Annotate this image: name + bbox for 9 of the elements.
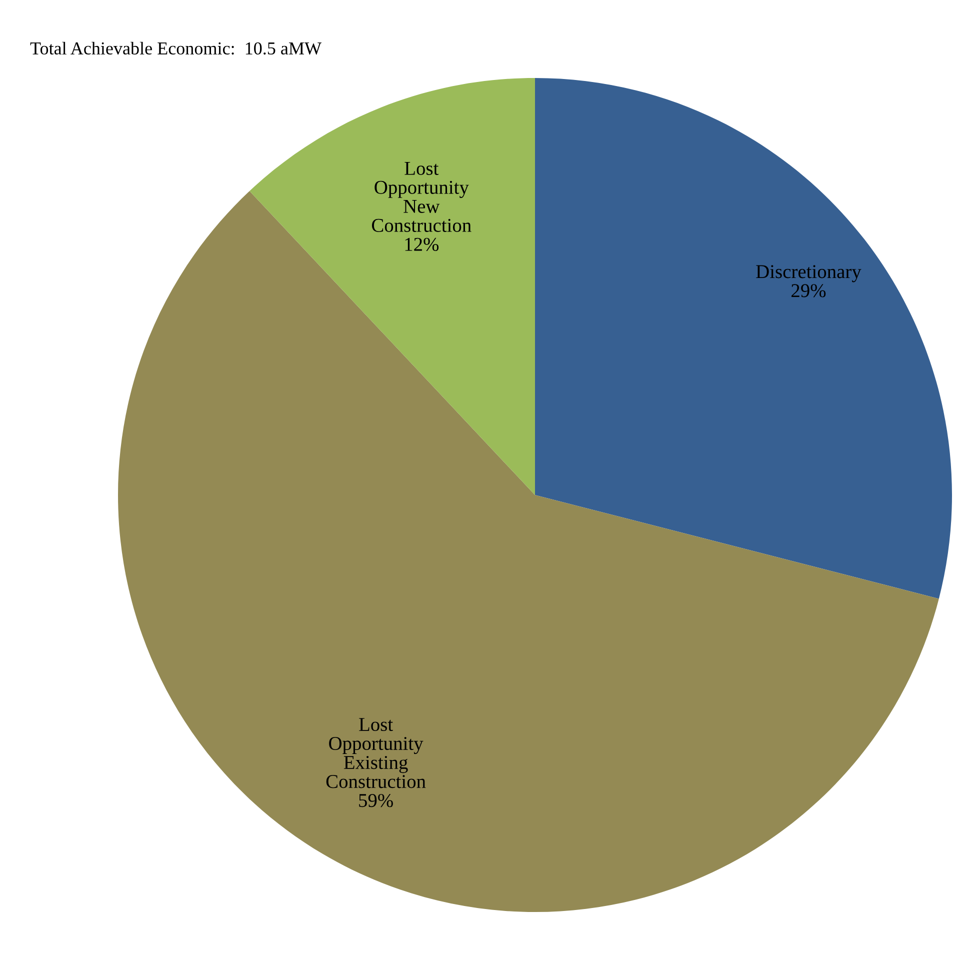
pie-slice bbox=[535, 78, 952, 599]
data-label: 59% bbox=[359, 794, 393, 808]
slice-label: Lost Opportunity New Construction bbox=[372, 162, 472, 232]
slice-label: Lost Opportunity Existing Construction bbox=[326, 718, 426, 788]
data-label: 12% bbox=[405, 238, 439, 252]
text: Total Achievable Economic: 10.5 aMW bbox=[30, 42, 322, 55]
data-label: 29% bbox=[792, 284, 826, 298]
slice-label: Discretionary bbox=[756, 265, 862, 282]
pie-slice bbox=[250, 78, 535, 495]
